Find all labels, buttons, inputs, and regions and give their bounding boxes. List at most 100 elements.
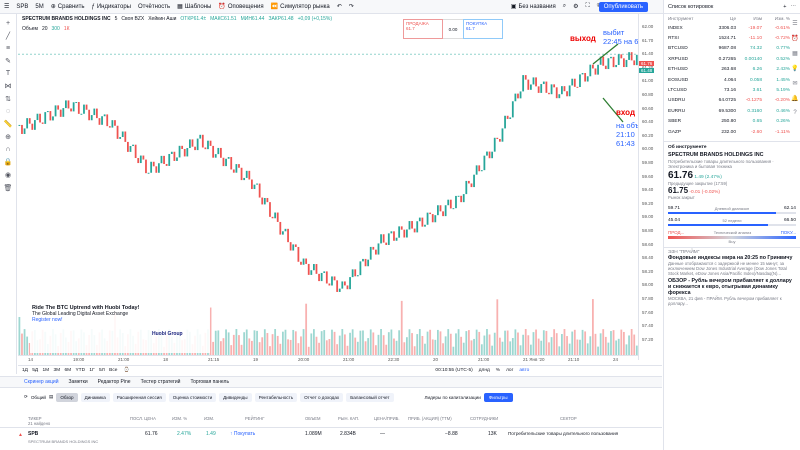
lock-icon[interactable]: 🔒 — [3, 159, 13, 166]
fib-icon[interactable]: ≡ — [5, 45, 11, 52]
publish-button[interactable]: Опубликовать — [598, 2, 648, 12]
price-axis[interactable]: 62.00 61.70 61.40 61.20 61.00 60.80 60.60 60.40… — [638, 14, 662, 360]
compare-button[interactable]: ⊕ Сравнить — [50, 3, 85, 11]
prediction-icon[interactable]: ⇅ — [5, 96, 11, 103]
news-headline-1[interactable]: Фондовые индексы мира на 20:25 по Гринви… — [668, 255, 793, 262]
goto-date-icon[interactable]: ⌚ — [123, 368, 130, 373]
chip-performance[interactable]: Динамика — [80, 392, 110, 402]
col-employees[interactable]: СОТРУДНИКИ — [470, 416, 499, 421]
alerts-button[interactable]: ⏰ Оповещения — [218, 3, 264, 11]
col-eps[interactable]: ПРИБ. (АКЦИЯ) (TTM) — [408, 416, 452, 421]
templates-button[interactable]: ▦ Шаблоны — [177, 3, 212, 11]
alarm-icon[interactable]: ⏰ — [791, 36, 799, 42]
buy-button[interactable]: ПОКУПКА 61.7 — [463, 19, 503, 39]
watchlist-row[interactable]: LTCUSD 73.16 3.61 5.19% — [668, 88, 790, 94]
tab-notes[interactable]: Заметки — [68, 379, 88, 385]
eye-icon[interactable]: ◉ — [4, 172, 12, 179]
chip-valuation[interactable]: Оценка стоимости — [168, 392, 217, 402]
percent-toggle[interactable]: % — [495, 368, 501, 373]
filters-button[interactable]: Фильтры — [483, 392, 513, 402]
layout-select[interactable]: ▣ Без названия — [510, 3, 556, 11]
tab-pine[interactable]: Редактор Pine — [97, 379, 131, 385]
news-headline-2[interactable]: ОБЗОР - Рубль вечером прибавляет к долла… — [668, 278, 792, 297]
volume-bar — [276, 335, 279, 355]
col-volume[interactable]: ОБЪЕМ — [305, 416, 321, 421]
row-ticker[interactable]: SPB — [28, 431, 39, 437]
more-icon[interactable]: ⋯ — [790, 3, 797, 10]
col-chg[interactable]: ИЗМ. — [204, 416, 215, 421]
watchlist-row[interactable]: GAZP 232.00 -2.60 -1.11% — [668, 129, 790, 135]
watchlist-row[interactable]: EURRU 69.5300 0.3160 0.46% — [668, 108, 790, 114]
text-icon[interactable]: T — [5, 70, 11, 77]
settings-icon[interactable]: ⚙ — [573, 4, 579, 10]
camera-icon[interactable]: ⌾ — [597, 3, 601, 10]
watchlist-icon[interactable]: ☰ — [792, 21, 798, 27]
chip-dividends[interactable]: Дивиденды — [219, 392, 252, 402]
magnet-icon[interactable]: ∩ — [5, 146, 11, 153]
tab-trading[interactable]: Торговая панель — [190, 379, 230, 385]
bell-icon[interactable]: 🔔 — [791, 96, 799, 102]
ruler-icon[interactable]: 📏 — [3, 121, 13, 128]
range-buttons[interactable]: 1Д 5Д 1М 3М 6М YTD 1Г 5Л Все — [22, 368, 118, 373]
watchlist-row[interactable]: SBER 250.80 0.65 0.26% — [668, 119, 790, 125]
replay-button[interactable]: ⏪ Симулятор рынка — [270, 3, 330, 11]
redo-icon[interactable]: ↷ — [348, 4, 354, 10]
col-last[interactable]: ПОСЛ. ЦЕНА — [130, 416, 156, 421]
brush-icon[interactable]: ✎ — [5, 58, 11, 65]
menu-icon[interactable]: ☰ — [4, 4, 10, 10]
col-mcap[interactable]: РЫН. КАП. — [338, 416, 360, 421]
ad-link[interactable]: Register now! — [32, 317, 63, 323]
col-rating[interactable]: РЕЙТИНГ — [245, 416, 265, 421]
sell-button[interactable]: ПРОДАЖА 61.7 — [403, 19, 443, 39]
col-ticker[interactable]: ТИКЕР — [28, 416, 42, 421]
cap-select[interactable]: Лидеры по капитализации — [424, 394, 481, 400]
tab-screener[interactable]: Скринер акций — [24, 379, 59, 385]
preset-select[interactable]: Общий — [30, 394, 46, 400]
watchlist-row[interactable]: EOSUSD 4.064 0.058 1.45% — [668, 77, 790, 83]
auto-toggle[interactable]: авто — [519, 368, 530, 373]
time-axis[interactable]: 14 19:00 21:00 18 21:15 19 20:00 21:00 22:30 20 21… — [18, 355, 638, 364]
watchlist-row[interactable]: RTSI 1524.71 -11.10 -0.72% — [668, 36, 790, 42]
watchlist-row[interactable]: USDRU 64.0725 -0.1275 -0.20% — [668, 98, 790, 104]
chip-income[interactable]: Отчет о доходах — [300, 392, 344, 402]
crosshair-icon[interactable]: + — [5, 20, 11, 27]
table-row[interactable]: ▲ SPB SPECTRUM BRANDS HOLDINGS INC 61.76… — [0, 430, 662, 450]
ideas-icon[interactable]: 💡 — [791, 66, 799, 72]
indicators-button[interactable]: ƒ Индикаторы — [91, 3, 131, 10]
candle — [604, 65, 607, 70]
shapes-icon[interactable]: ◌ — [5, 108, 11, 115]
log-toggle[interactable]: лог — [506, 368, 514, 373]
trash-icon[interactable]: 🗑 — [3, 185, 13, 192]
fullscreen-icon[interactable]: ⛶ — [585, 3, 590, 9]
symbol-search[interactable]: SPB — [16, 4, 28, 10]
watchlist-row[interactable]: INDEX 3306.03 -19.07 -0.61% — [668, 25, 790, 31]
chip-overview[interactable]: Обзор — [56, 392, 78, 402]
watchlist-row[interactable]: ETHUSD 263.68 6.26 2.43% — [668, 67, 790, 73]
col-chg-pct[interactable]: ИЗМ. % — [172, 416, 188, 421]
save-icon[interactable]: ▤ — [48, 394, 54, 399]
watchlist-title[interactable]: Список котировок — [668, 3, 714, 10]
refresh-icon[interactable]: ⟳ — [24, 394, 28, 399]
help-icon[interactable]: ? — [793, 110, 797, 116]
add-symbol-icon[interactable]: + — [783, 3, 787, 10]
candle — [116, 125, 119, 139]
pattern-icon[interactable]: ⋈ — [4, 83, 12, 90]
ext-hours-toggle[interactable]: длнд — [478, 368, 490, 373]
chip-margins[interactable]: Рентабельность — [254, 392, 298, 402]
undo-icon[interactable]: ↶ — [336, 4, 342, 10]
zoom-icon[interactable]: ⊕ — [5, 134, 11, 141]
col-pe[interactable]: ЦЕНА/ПРИБ. — [374, 416, 400, 421]
col-sector[interactable]: СЕКТОР — [560, 416, 577, 421]
watchlist-row[interactable]: XRPUSD 0.27265 0.00140 0.52% — [668, 56, 790, 62]
chip-extended[interactable]: Расширенная сессия — [112, 392, 166, 402]
chat-icon[interactable]: ✉ — [792, 81, 798, 87]
interval-select[interactable]: 5M — [35, 3, 44, 10]
watchlist-row[interactable]: BTCUSD 9687.08 74.32 0.77% — [668, 46, 790, 52]
ad-banner[interactable]: Ride The BTC Uptrend with Huobi Today! T… — [30, 303, 210, 353]
chip-balance[interactable]: Балансовый отчет — [346, 392, 394, 402]
tab-tester[interactable]: Тестер стратегий — [140, 379, 181, 385]
calendar-icon[interactable]: ▦ — [792, 51, 798, 57]
trendline-icon[interactable]: ╱ — [5, 33, 11, 40]
reports-button[interactable]: Отчётность — [137, 3, 171, 10]
search-icon[interactable]: ⌕ — [562, 3, 567, 9]
